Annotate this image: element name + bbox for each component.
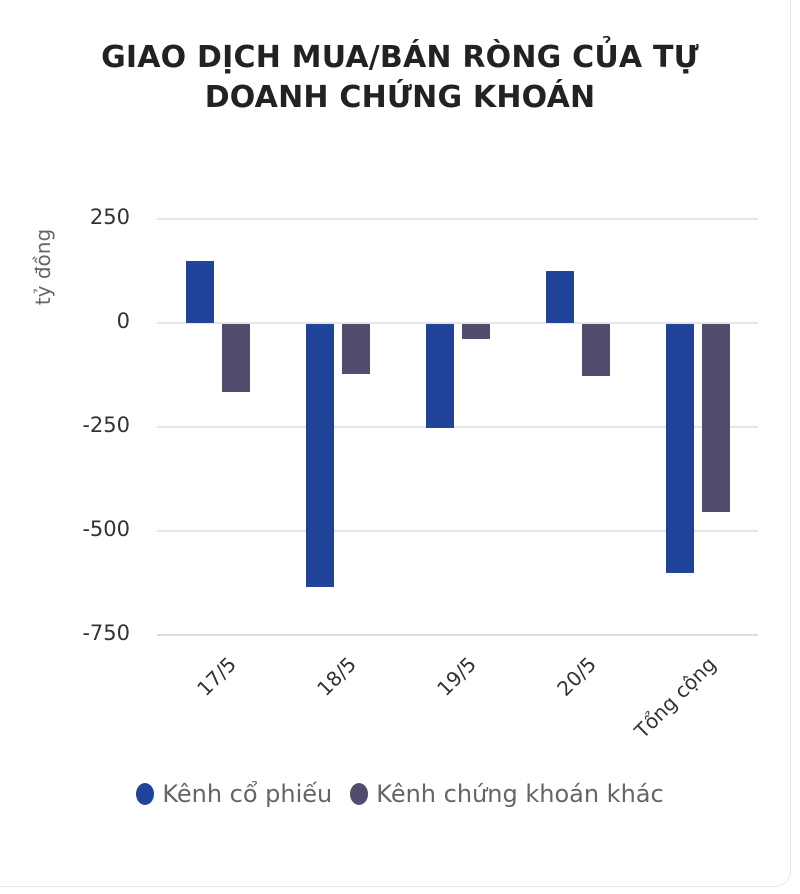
bar-other-3[interactable] — [582, 324, 610, 377]
gridline — [157, 634, 758, 636]
y-tick-label: -500 — [82, 517, 130, 541]
y-tick-label: 250 — [89, 205, 130, 229]
legend-item-other-securities[interactable]: Kênh chứng khoán khác — [350, 780, 664, 808]
y-axis-label: tỷ đồng — [31, 228, 55, 306]
gridline — [157, 218, 758, 220]
chart-title-line-1: GIAO DỊCH MUA/BÁN RÒNG CỦA TỰ — [101, 40, 699, 75]
y-tick-label: -750 — [82, 621, 130, 645]
chart-title-line-2: DOANH CHỨNG KHOÁN — [204, 80, 596, 115]
gridline — [157, 426, 758, 428]
bar-other-2[interactable] — [462, 324, 490, 340]
gridline — [157, 322, 758, 324]
bar-other-0[interactable] — [222, 324, 250, 393]
y-tick-label: 0 — [116, 309, 130, 333]
y-tick-label: -250 — [82, 413, 130, 437]
bar-other-1[interactable] — [342, 324, 370, 374]
bar-stocks-3[interactable] — [546, 270, 574, 323]
bar-stocks-1[interactable] — [306, 324, 334, 587]
gridline — [157, 530, 758, 532]
legend-marker-icon — [136, 783, 155, 805]
bar-stocks-0[interactable] — [186, 260, 214, 323]
legend-label: Kênh cổ phiếu — [162, 780, 333, 808]
legend-item-stocks[interactable]: Kênh cổ phiếu — [136, 780, 332, 808]
bar-stocks-4[interactable] — [666, 324, 694, 573]
legend: Kênh cổ phiếu Kênh chứng khoán khác — [0, 780, 800, 808]
legend-marker-icon — [350, 783, 369, 805]
chart-title: GIAO DỊCH MUA/BÁN RÒNG CỦA TỰ DOANH CHỨN… — [0, 38, 800, 118]
bar-other-4[interactable] — [702, 324, 730, 512]
legend-label: Kênh chứng khoán khác — [376, 780, 664, 808]
bar-stocks-2[interactable] — [426, 324, 454, 428]
